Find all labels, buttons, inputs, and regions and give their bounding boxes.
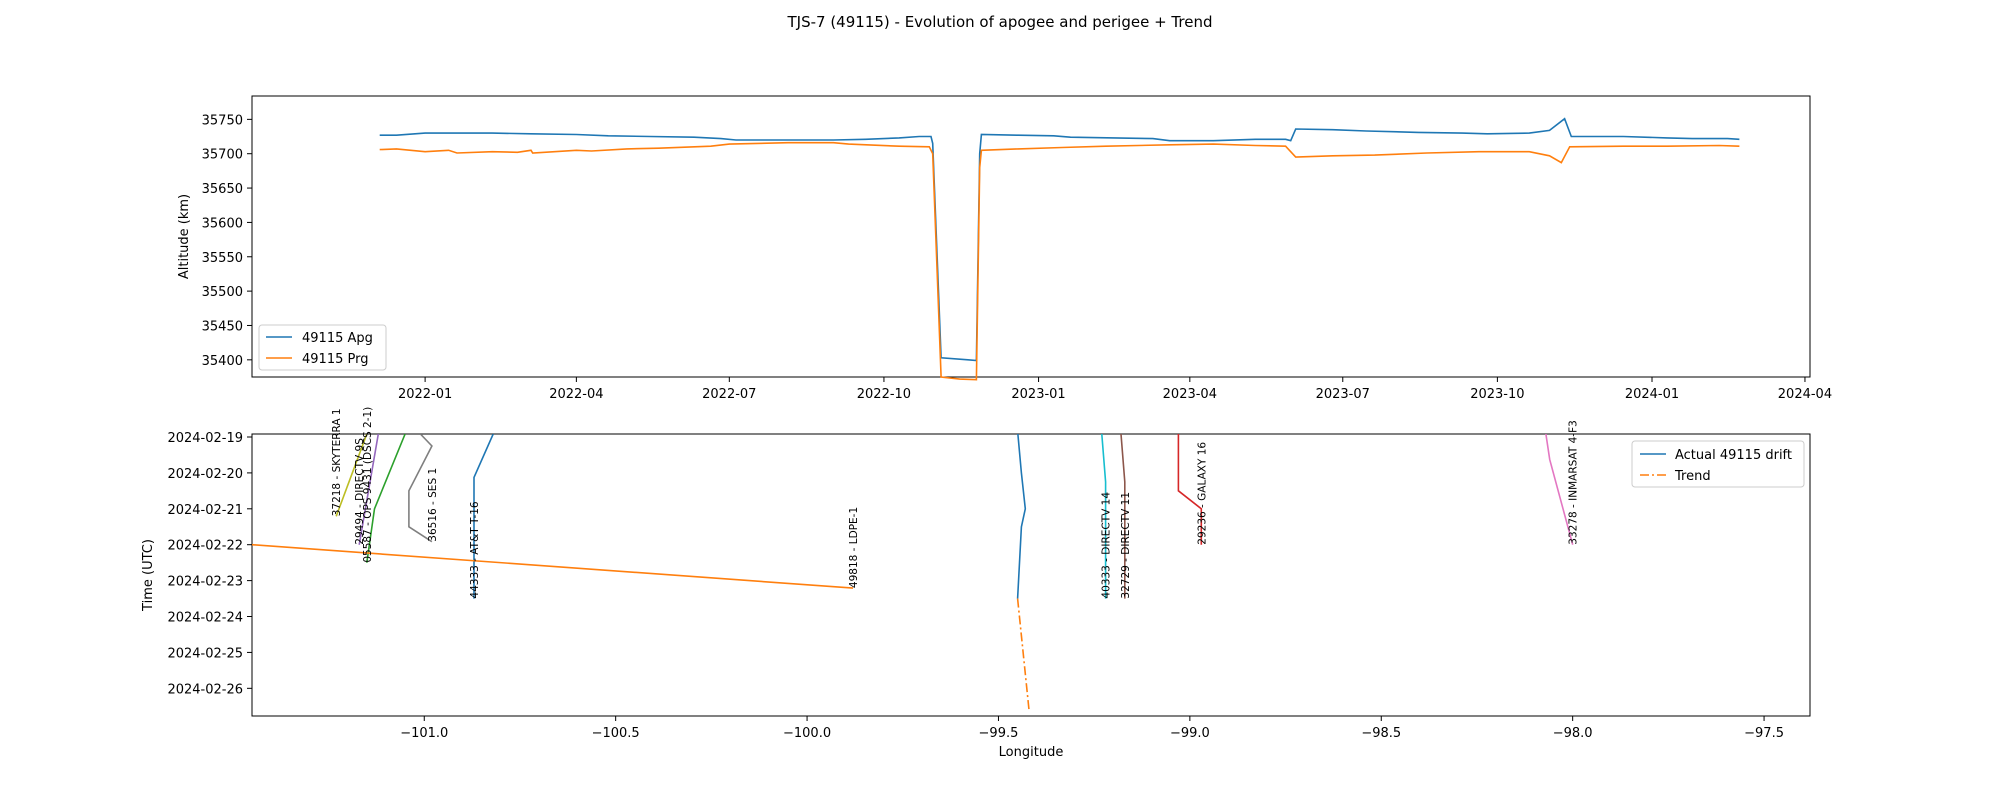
neighbor-label-32729: 32729 - DIRECTV 11 [1120,492,1132,599]
neighbor-track-33278 [1545,434,1574,545]
x-tick-label: −99.5 [979,726,1019,741]
plot-area [252,434,1574,711]
x-tick-label: 2023-04 [1163,387,1217,402]
y-tick-label: 2024-02-20 [167,467,243,482]
neighbor-label-37218: 37218 - SKYTERRA 1 [331,408,343,516]
y-tick-label: 2024-02-22 [167,539,243,554]
legend-label: 49115 Apg [302,331,373,346]
legend: Actual 49115 drift Trend [1631,440,1805,488]
legend: 49115 Apg 49115 Prg [258,324,387,371]
neighbor-label-36516: 36516 - SES 1 [427,468,439,542]
series-line-actual-49115-drift [1016,434,1027,599]
x-tick-label: 2022-04 [549,387,603,402]
x-axis-label: Longitude [999,745,1064,760]
figure-title: TJS-7 (49115) - Evolution of apogee and … [787,13,1213,31]
neighbor-label-49818: 49818 - LDPE-1 [848,507,860,588]
series-line-49115-apg [379,117,1740,362]
series-line-49115-prg [379,141,1740,381]
x-tick-label: 2022-01 [398,387,452,402]
x-tick-label: 2024-01 [1625,387,1679,402]
x-tick-label: −100.5 [592,726,640,741]
neighbor-track-32729 [1120,434,1126,599]
neighbor-label-33278: 33278 - INMARSAT 4-F3 [1568,420,1580,545]
neighbor-label-29236: 29236 - GALAXY 16 [1196,442,1208,545]
y-tick-label: 2024-02-23 [167,575,243,590]
neighbor-track-29236 [1177,434,1203,545]
x-tick-label: 2024-04 [1778,387,1832,402]
y-axis-label: Time (UTC) [141,539,156,612]
y-tick-label: 2024-02-19 [167,431,243,446]
neighbor-track-40333 [1101,434,1107,599]
x-tick-label: −98.5 [1361,726,1401,741]
y-tick-label: 2024-02-24 [167,611,243,626]
plot-frame [251,95,1811,378]
x-tick-label: −98.0 [1553,726,1593,741]
y-axis-label: Altitude (km) [177,194,192,279]
y-tick-label: 2024-02-26 [167,682,243,697]
y-tick-label: 2024-02-25 [167,646,243,661]
series-line-trend [1016,598,1030,711]
y-tick-label: 35700 [202,148,243,163]
x-tick-label: −100.0 [783,726,831,741]
y-tick-label: 35450 [202,319,243,334]
neighbor-label-29494: 29494 - DIRECTV 9S [354,438,366,545]
x-tick-label: 2023-07 [1316,387,1370,402]
neighbor-track-05587 [366,434,406,563]
x-tick-label: 2022-07 [702,387,756,402]
y-tick-label: 35550 [202,251,243,266]
x-tick-label: −97.5 [1744,726,1784,741]
x-tick-label: −99.0 [1170,726,1210,741]
neighbor-label-40333: 40333 - DIRECTV 14 [1101,492,1113,599]
x-tick-label: −101.0 [400,726,448,741]
y-tick-label: 35750 [202,113,243,128]
neighbor-label-44333: 44333 - AT&T T-16 [469,501,481,599]
plot-frame [251,433,1811,717]
x-tick-label: 2023-01 [1011,387,1065,402]
legend-box [1631,440,1805,488]
trend-extension-line [252,543,854,589]
y-tick-label: 35650 [202,182,243,197]
y-tick-label: 35400 [202,354,243,369]
y-tick-label: 35600 [202,216,243,231]
neighbor-track-37218 [335,434,368,517]
drift-chart: −101.0 −100.5 −100.0 −99.5 −99.0 −98.5 −98.0 −9… [141,407,1811,760]
legend-label: Trend [1674,469,1711,484]
x-tick-label: 2022-10 [857,387,911,402]
neighbor-label-05587: 05587 - OPS 9431 (DSCS 2-1) [362,407,374,563]
x-tick-label: 2023-10 [1470,387,1524,402]
y-tick-label: 35500 [202,285,243,300]
neighbor-track-29494 [358,434,380,545]
neighbor-track-36516 [408,434,433,543]
altitude-chart: 2022-01 2022-04 2022-07 2022-10 2023-01 2023-… [177,95,1832,402]
neighbor-track-44333 [473,434,494,599]
legend-label: Actual 49115 drift [1675,448,1792,463]
y-tick-label: 2024-02-21 [167,503,243,518]
legend-label: 49115 Prg [302,352,368,367]
